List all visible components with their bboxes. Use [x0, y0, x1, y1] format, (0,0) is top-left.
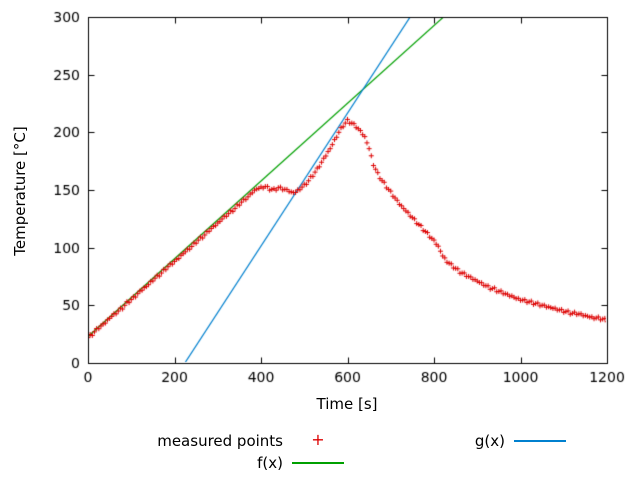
g-line-sample-icon	[514, 440, 566, 442]
legend-label-g: g(x)	[474, 432, 505, 450]
y-axis-title: Temperature [°C]	[11, 126, 29, 256]
f-line-sample-icon	[292, 462, 344, 464]
x-axis-title: Time [s]	[316, 395, 378, 413]
plus-marker-icon: +	[311, 430, 325, 449]
legend-label-measured-points: measured points	[157, 432, 283, 450]
legend-label-f: f(x)	[257, 454, 283, 472]
